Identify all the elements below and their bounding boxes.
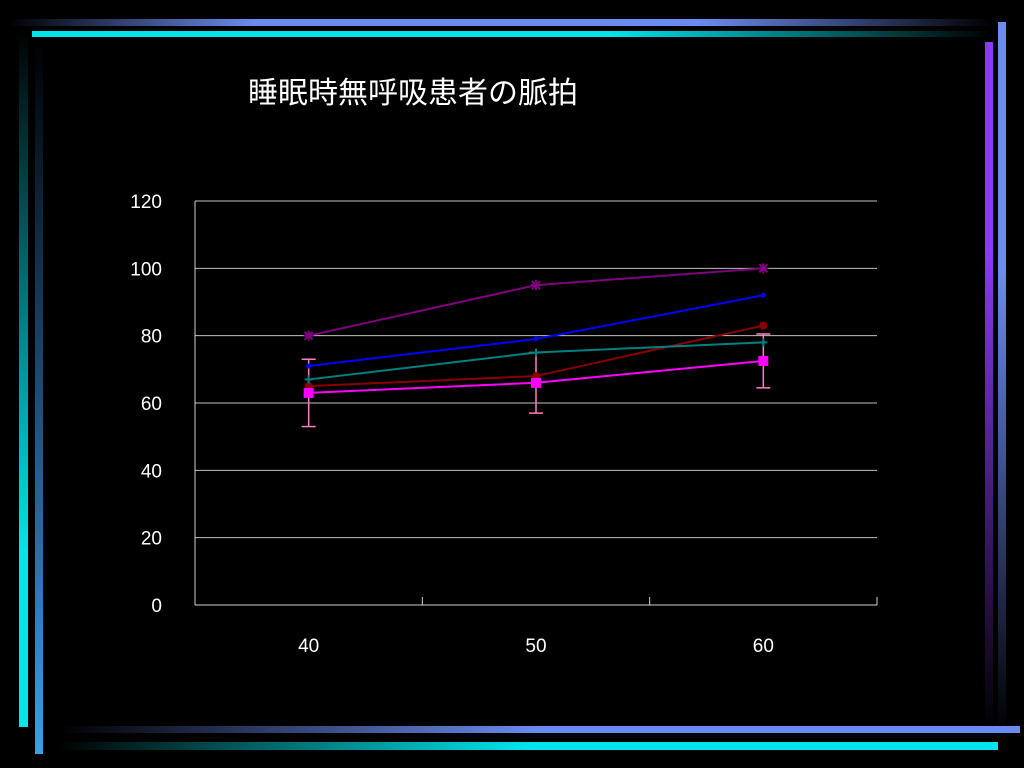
frame-bottom-bar-cyan	[58, 742, 998, 750]
frame-right-bar-violet	[985, 42, 993, 732]
series-line	[308, 267, 764, 337]
y-tick-label: 20	[141, 529, 162, 550]
data-point	[303, 387, 314, 398]
data-point	[758, 263, 769, 274]
data-point	[759, 338, 768, 347]
frame-left-bar-outer	[19, 30, 28, 727]
data-point	[533, 336, 539, 342]
x-tick-label: 60	[753, 636, 774, 657]
y-tick-label: 100	[130, 259, 162, 280]
y-tick-label: 60	[141, 394, 162, 415]
slide-title: 睡眠時無呼吸患者の脈拍	[248, 76, 578, 111]
data-point	[758, 355, 769, 366]
x-tick-label: 50	[525, 636, 546, 657]
frame-bottom-bar-blue	[58, 726, 1020, 733]
y-tick-label: 40	[141, 461, 162, 482]
y-tick-label: 120	[130, 192, 162, 213]
frame-left-bar-inner	[35, 40, 43, 754]
frame-top-bar-cyan	[32, 31, 992, 37]
data-point	[532, 348, 540, 357]
x-tick-label: 40	[298, 636, 319, 657]
data-point	[303, 330, 314, 341]
frame-top-bar-blue	[8, 19, 993, 26]
data-point	[760, 292, 766, 298]
data-point	[304, 375, 313, 384]
data-point	[531, 280, 541, 291]
frame-right-bar-blue	[998, 22, 1006, 734]
y-tick-label: 0	[151, 596, 162, 617]
data-point	[759, 321, 768, 330]
data-point	[306, 363, 312, 369]
data-point	[531, 377, 541, 388]
y-tick-label: 80	[141, 327, 162, 348]
